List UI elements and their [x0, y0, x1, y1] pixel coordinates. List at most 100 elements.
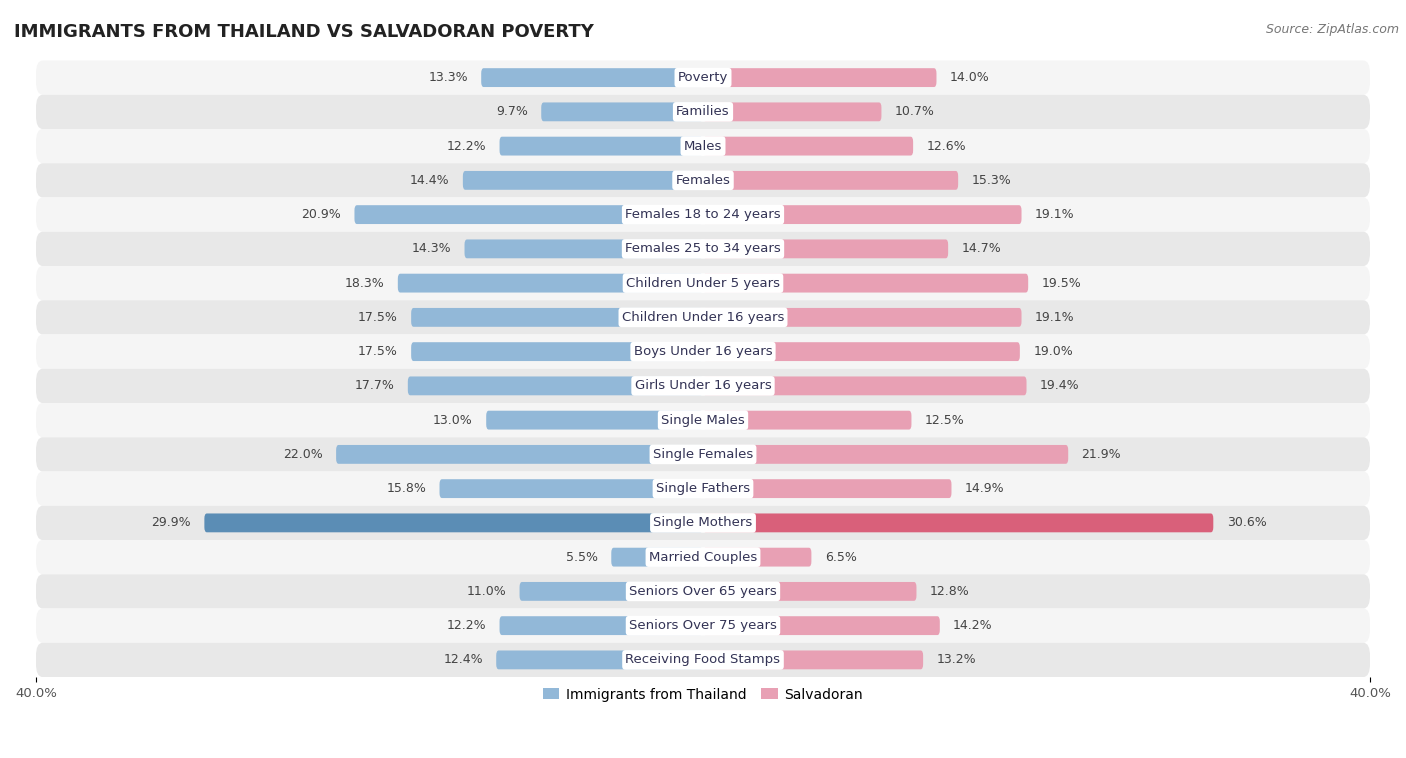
Text: 19.1%: 19.1%: [1035, 208, 1074, 221]
Text: 12.2%: 12.2%: [447, 139, 486, 152]
Text: Receiving Food Stamps: Receiving Food Stamps: [626, 653, 780, 666]
FancyBboxPatch shape: [612, 548, 703, 566]
FancyBboxPatch shape: [703, 308, 1022, 327]
FancyBboxPatch shape: [496, 650, 703, 669]
Text: Males: Males: [683, 139, 723, 152]
FancyBboxPatch shape: [703, 513, 1213, 532]
FancyBboxPatch shape: [703, 68, 936, 87]
Text: 22.0%: 22.0%: [283, 448, 323, 461]
Text: 19.4%: 19.4%: [1040, 379, 1080, 393]
Text: Boys Under 16 years: Boys Under 16 years: [634, 345, 772, 358]
FancyBboxPatch shape: [37, 471, 1369, 506]
Text: 30.6%: 30.6%: [1226, 516, 1267, 529]
FancyBboxPatch shape: [37, 129, 1369, 163]
Text: 12.4%: 12.4%: [443, 653, 482, 666]
Text: 13.0%: 13.0%: [433, 414, 472, 427]
Text: Females 25 to 34 years: Females 25 to 34 years: [626, 243, 780, 255]
Text: Females: Females: [675, 174, 731, 187]
Text: 17.5%: 17.5%: [359, 311, 398, 324]
FancyBboxPatch shape: [37, 643, 1369, 677]
Text: 29.9%: 29.9%: [152, 516, 191, 529]
Text: Families: Families: [676, 105, 730, 118]
FancyBboxPatch shape: [398, 274, 703, 293]
Text: 14.7%: 14.7%: [962, 243, 1001, 255]
Text: 14.4%: 14.4%: [411, 174, 450, 187]
Text: Females 18 to 24 years: Females 18 to 24 years: [626, 208, 780, 221]
Legend: Immigrants from Thailand, Salvadoran: Immigrants from Thailand, Salvadoran: [537, 682, 869, 707]
FancyBboxPatch shape: [703, 548, 811, 566]
FancyBboxPatch shape: [703, 136, 912, 155]
FancyBboxPatch shape: [703, 102, 882, 121]
FancyBboxPatch shape: [703, 205, 1022, 224]
FancyBboxPatch shape: [486, 411, 703, 430]
FancyBboxPatch shape: [411, 308, 703, 327]
Text: 10.7%: 10.7%: [894, 105, 935, 118]
FancyBboxPatch shape: [703, 171, 957, 190]
Text: IMMIGRANTS FROM THAILAND VS SALVADORAN POVERTY: IMMIGRANTS FROM THAILAND VS SALVADORAN P…: [14, 23, 593, 41]
Text: Seniors Over 65 years: Seniors Over 65 years: [628, 585, 778, 598]
Text: Children Under 16 years: Children Under 16 years: [621, 311, 785, 324]
Text: 20.9%: 20.9%: [301, 208, 342, 221]
Text: Source: ZipAtlas.com: Source: ZipAtlas.com: [1265, 23, 1399, 36]
FancyBboxPatch shape: [354, 205, 703, 224]
FancyBboxPatch shape: [499, 136, 703, 155]
FancyBboxPatch shape: [703, 650, 924, 669]
Text: 13.2%: 13.2%: [936, 653, 976, 666]
Text: 14.0%: 14.0%: [950, 71, 990, 84]
FancyBboxPatch shape: [37, 61, 1369, 95]
Text: 15.8%: 15.8%: [387, 482, 426, 495]
FancyBboxPatch shape: [37, 437, 1369, 471]
Text: 12.2%: 12.2%: [447, 619, 486, 632]
FancyBboxPatch shape: [703, 377, 1026, 396]
FancyBboxPatch shape: [463, 171, 703, 190]
FancyBboxPatch shape: [703, 582, 917, 601]
FancyBboxPatch shape: [37, 232, 1369, 266]
FancyBboxPatch shape: [37, 266, 1369, 300]
Text: 17.7%: 17.7%: [354, 379, 395, 393]
Text: 19.1%: 19.1%: [1035, 311, 1074, 324]
Text: 15.3%: 15.3%: [972, 174, 1011, 187]
Text: 5.5%: 5.5%: [567, 550, 598, 564]
FancyBboxPatch shape: [481, 68, 703, 87]
FancyBboxPatch shape: [37, 300, 1369, 334]
Text: 12.8%: 12.8%: [929, 585, 970, 598]
Text: Seniors Over 75 years: Seniors Over 75 years: [628, 619, 778, 632]
FancyBboxPatch shape: [703, 411, 911, 430]
Text: 12.5%: 12.5%: [925, 414, 965, 427]
Text: Poverty: Poverty: [678, 71, 728, 84]
Text: 21.9%: 21.9%: [1081, 448, 1121, 461]
FancyBboxPatch shape: [336, 445, 703, 464]
FancyBboxPatch shape: [411, 342, 703, 361]
FancyBboxPatch shape: [37, 368, 1369, 403]
FancyBboxPatch shape: [37, 334, 1369, 368]
Text: 14.3%: 14.3%: [412, 243, 451, 255]
FancyBboxPatch shape: [440, 479, 703, 498]
Text: Single Mothers: Single Mothers: [654, 516, 752, 529]
Text: 14.2%: 14.2%: [953, 619, 993, 632]
Text: 12.6%: 12.6%: [927, 139, 966, 152]
Text: 14.9%: 14.9%: [965, 482, 1004, 495]
FancyBboxPatch shape: [499, 616, 703, 635]
FancyBboxPatch shape: [37, 163, 1369, 198]
Text: 19.0%: 19.0%: [1033, 345, 1073, 358]
FancyBboxPatch shape: [204, 513, 703, 532]
Text: 9.7%: 9.7%: [496, 105, 527, 118]
Text: 17.5%: 17.5%: [359, 345, 398, 358]
Text: Single Females: Single Females: [652, 448, 754, 461]
FancyBboxPatch shape: [37, 575, 1369, 609]
Text: Girls Under 16 years: Girls Under 16 years: [634, 379, 772, 393]
FancyBboxPatch shape: [703, 240, 948, 258]
FancyBboxPatch shape: [37, 609, 1369, 643]
Text: Single Males: Single Males: [661, 414, 745, 427]
FancyBboxPatch shape: [703, 616, 939, 635]
Text: 11.0%: 11.0%: [467, 585, 506, 598]
FancyBboxPatch shape: [37, 198, 1369, 232]
Text: Single Fathers: Single Fathers: [657, 482, 749, 495]
FancyBboxPatch shape: [703, 445, 1069, 464]
Text: Children Under 5 years: Children Under 5 years: [626, 277, 780, 290]
FancyBboxPatch shape: [37, 95, 1369, 129]
FancyBboxPatch shape: [37, 540, 1369, 575]
FancyBboxPatch shape: [408, 377, 703, 396]
Text: Married Couples: Married Couples: [650, 550, 756, 564]
FancyBboxPatch shape: [541, 102, 703, 121]
